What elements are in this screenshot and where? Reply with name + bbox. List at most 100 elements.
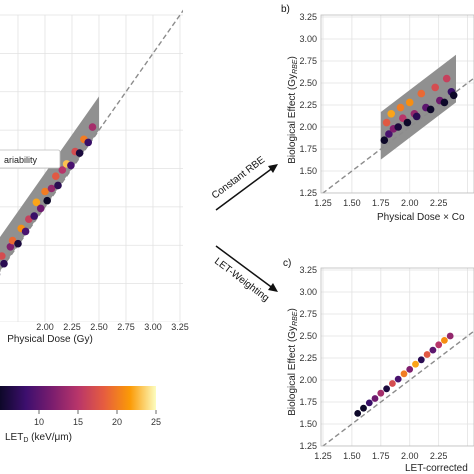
x-tick-label: 1.75 (372, 451, 390, 461)
variability-band (380, 54, 456, 160)
panel-c-xlabel: LET-corrected (405, 463, 468, 474)
data-point (435, 341, 443, 349)
panel-c-ylabel-sub: RBE (292, 311, 299, 326)
colorbar-tick-label: 25 (151, 417, 161, 427)
x-tick-label: 1.25 (314, 198, 332, 208)
panel-c: 1.25 1.50 1.75 2.00 2.25 1.25 1.50 1.75 2.00 2.25… (299, 265, 474, 461)
panel-b-xlabel: Physical Dose × Co (377, 212, 465, 223)
y-tick-label: 3.25 (299, 265, 317, 275)
arrow-let-weighting: LET-Weighting (212, 245, 278, 304)
y-tick-label: 3.25 (299, 12, 317, 22)
data-point (423, 351, 431, 358)
x-tick-label: 3.00 (144, 322, 162, 332)
data-point (43, 196, 51, 205)
panel-b-ylabel-sub: RBE (292, 59, 299, 74)
x-tick-label: 2.25 (430, 451, 448, 461)
data-point (354, 410, 362, 417)
x-tick-label: 2.00 (401, 451, 419, 461)
arrow-constant-rbe: Constant RBE (210, 154, 278, 211)
data-point (52, 172, 60, 180)
data-point (380, 136, 389, 144)
x-tick-label: 2.50 (90, 322, 108, 332)
data-point (0, 259, 8, 268)
data-point (377, 389, 385, 397)
x-tick-label: 2.75 (117, 322, 135, 332)
data-point (406, 366, 414, 373)
data-point (67, 161, 75, 170)
data-point (385, 130, 393, 138)
panel-c-label: c) (283, 258, 291, 269)
colorbar-label-sub: D (23, 437, 28, 444)
data-point (88, 123, 97, 131)
data-point (405, 98, 414, 107)
grid (321, 268, 474, 446)
data-point (394, 123, 403, 131)
data-point (449, 91, 458, 100)
panel-a-xlabel: Physical Dose (Gy) (7, 334, 93, 345)
x-tick-label: 1.50 (343, 198, 361, 208)
data-layer (321, 54, 474, 193)
data-point (396, 103, 405, 112)
panel-c-ylabel: Biological Effect (GyRBE) (287, 308, 299, 416)
data-point (417, 356, 425, 364)
panel-b-label: b) (281, 4, 290, 15)
data-point (84, 138, 92, 147)
data-point (47, 184, 56, 193)
y-tick-label: 1.75 (299, 144, 317, 154)
x-tick-label: 2.25 (430, 198, 448, 208)
colorbar: 10 15 20 25 (0, 386, 161, 427)
y-tick-label: 1.25 (299, 188, 317, 198)
y-tick-label: 2.50 (299, 331, 317, 341)
data-point (382, 118, 391, 127)
plot-frame (320, 14, 474, 194)
data-point (0, 252, 6, 260)
data-point (412, 360, 419, 368)
data-point (36, 204, 45, 213)
identity-line (321, 330, 474, 446)
colorbar-gradient (0, 386, 156, 410)
panel-b-ylabel: Biological Effect (GyRBE) (287, 56, 299, 164)
data-point (365, 399, 373, 407)
colorbar-tick-label: 20 (112, 417, 122, 427)
y-tick-label: 2.00 (299, 375, 317, 385)
data-point (440, 98, 449, 107)
data-point (32, 198, 41, 207)
x-tick-label: 3.25 (171, 322, 189, 332)
y-tick-label: 1.50 (299, 166, 317, 176)
data-point (30, 212, 38, 220)
data-point (383, 385, 390, 393)
data-point (387, 110, 396, 118)
data-layer (321, 330, 474, 446)
data-point (21, 227, 30, 236)
x-tick-label: 2.00 (36, 322, 54, 332)
data-point (371, 395, 379, 402)
x-tick-label: 1.75 (372, 198, 390, 208)
y-tick-label: 3.00 (299, 287, 317, 297)
y-tick-label: 2.75 (299, 56, 317, 66)
data-point (412, 112, 421, 121)
y-tick-label: 3.00 (299, 34, 317, 44)
data-layer (0, 9, 183, 276)
data-point (426, 105, 435, 114)
y-tick-label: 2.25 (299, 100, 317, 110)
y-tick-label: 2.75 (299, 309, 317, 319)
data-point (54, 181, 62, 190)
legend-box (0, 149, 61, 169)
plot-area (321, 268, 474, 446)
y-tick-label: 1.75 (299, 397, 317, 407)
data-point (394, 375, 402, 383)
colorbar-tick-label: 15 (73, 417, 83, 427)
data-point (431, 83, 440, 92)
identity-line (321, 77, 474, 193)
y-tick-label: 2.00 (299, 122, 317, 132)
data-point (41, 187, 49, 196)
grid (0, 14, 183, 322)
panel-a: 2.00 2.25 2.50 2.75 3.00 3.25 (0, 9, 189, 332)
y-tick-label: 1.25 (299, 441, 317, 451)
data-point (75, 149, 84, 157)
y-tick-label: 2.50 (299, 78, 317, 88)
data-point (14, 239, 22, 248)
data-point (403, 118, 412, 127)
data-point (389, 380, 396, 387)
